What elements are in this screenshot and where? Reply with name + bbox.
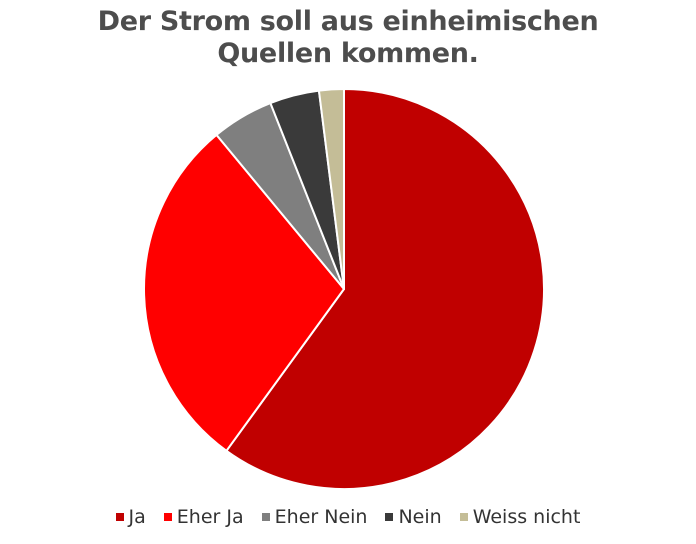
pie-slice-eher-ja bbox=[143, 133, 345, 452]
pie-slice-ja bbox=[225, 88, 545, 490]
chart-title: Der Strom soll aus einheimischen Quellen… bbox=[0, 6, 696, 70]
legend-item-eher-ja: Eher Ja bbox=[163, 506, 244, 528]
chart-title-line-2: Quellen kommen. bbox=[217, 38, 479, 69]
legend-swatch-ja bbox=[115, 513, 124, 521]
legend-label-eher-nein: Eher Nein bbox=[274, 506, 368, 528]
chart-title-line-1: Der Strom soll aus einheimischen bbox=[97, 6, 599, 37]
legend-label-ja: Ja bbox=[128, 506, 146, 528]
legend-item-weiss-nicht: Weiss nicht bbox=[459, 506, 581, 528]
legend-label-weiss-nicht: Weiss nicht bbox=[472, 506, 581, 528]
legend-swatch-weiss-nicht bbox=[459, 513, 468, 521]
legend-item-ja: Ja bbox=[115, 506, 146, 528]
legend-swatch-eher-nein bbox=[261, 513, 270, 521]
legend-item-nein: Nein bbox=[385, 506, 442, 528]
legend-swatch-eher-ja bbox=[163, 513, 172, 521]
legend-swatch-nein bbox=[385, 513, 394, 521]
legend-label-eher-ja: Eher Ja bbox=[176, 506, 244, 528]
pie-slice-weiss-nicht bbox=[317, 88, 345, 290]
legend-label-nein: Nein bbox=[398, 506, 442, 528]
chart-legend: Ja Eher Ja Eher Nein Nein Weiss nicht bbox=[0, 506, 696, 528]
legend-item-eher-nein: Eher Nein bbox=[261, 506, 368, 528]
